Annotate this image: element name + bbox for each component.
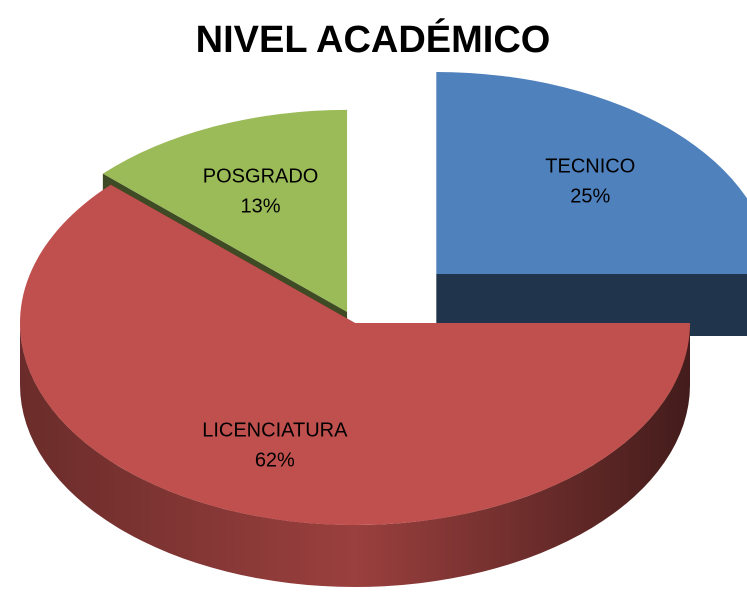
data-label: LICENCIATURA	[202, 419, 348, 441]
data-label: 25%	[570, 185, 610, 207]
data-label: 13%	[241, 196, 281, 218]
slice	[19, 184, 691, 587]
slice	[436, 71, 747, 336]
slice-top	[102, 109, 348, 312]
data-label: POSGRADO	[203, 166, 319, 188]
slice-side	[436, 273, 747, 336]
data-label: 62%	[255, 449, 295, 471]
slice-top	[436, 71, 747, 274]
slice-side	[20, 323, 690, 587]
data-label: TECNICO	[545, 155, 635, 177]
chart-title: NIVEL ACADÉMICO	[196, 17, 551, 61]
slice-top	[19, 184, 691, 525]
